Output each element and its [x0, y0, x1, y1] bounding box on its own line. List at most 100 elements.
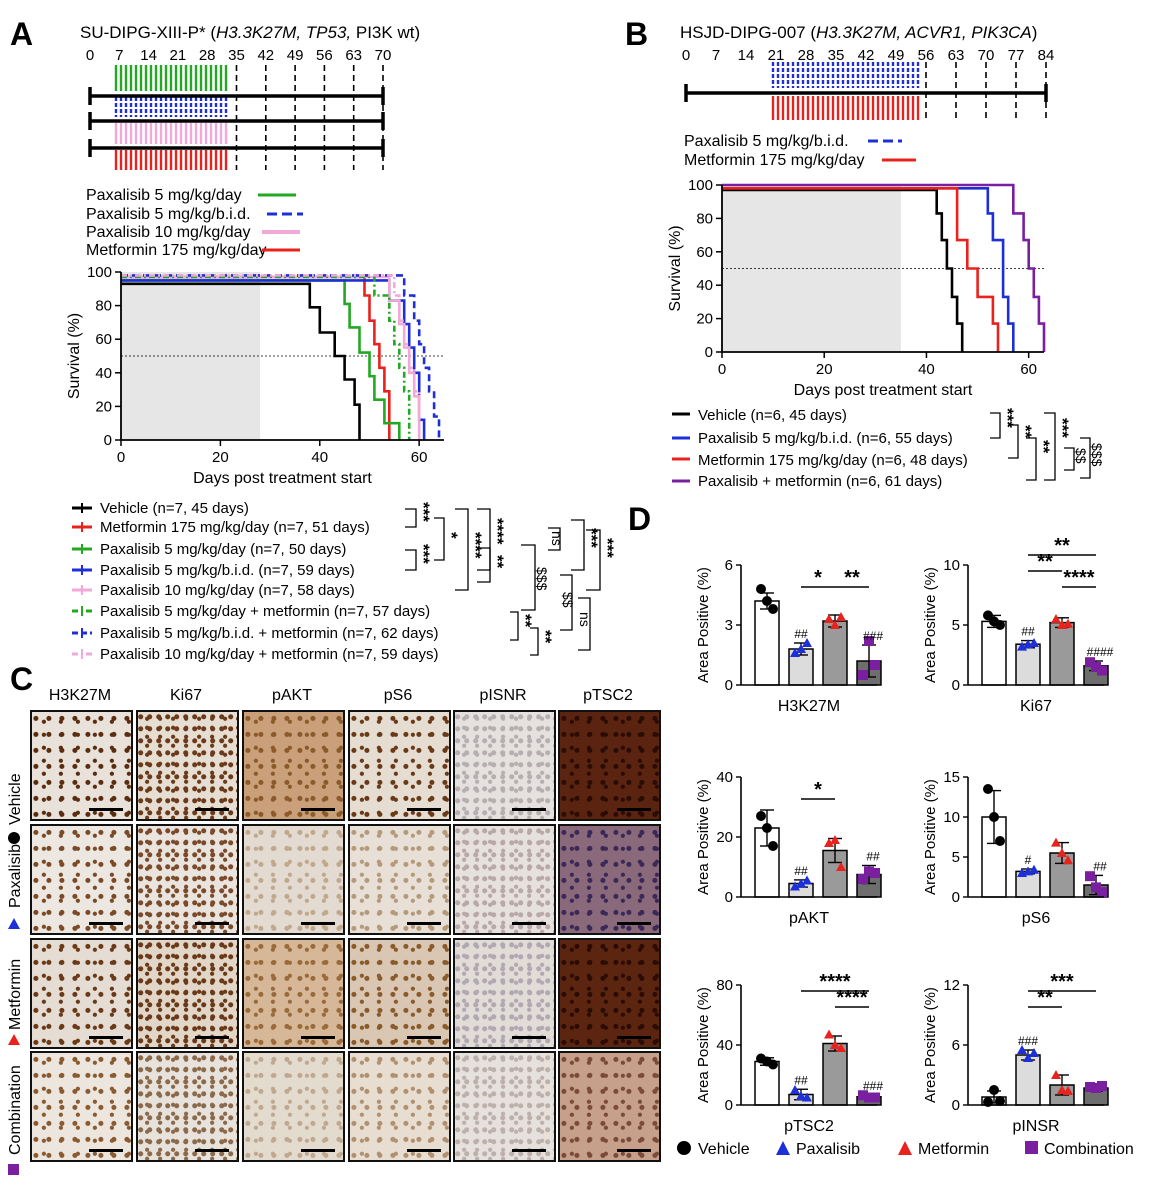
- panel-a-letter: A: [10, 16, 33, 52]
- legend-b-pax-label: Paxalisib 5 mg/kg/b.i.d.: [684, 133, 849, 150]
- bar: [1015, 1054, 1041, 1106]
- day-label: 63: [948, 47, 965, 64]
- bar: [981, 620, 1007, 686]
- sig-label: ****: [836, 987, 867, 1009]
- bar-chart-title: pINSR: [1012, 1118, 1059, 1135]
- bracket-b-4: [1044, 412, 1056, 481]
- sig-b-2: **: [1016, 425, 1035, 439]
- y-axis-label: Area Positive (%): [695, 567, 712, 683]
- sig-label: *: [814, 567, 822, 589]
- vs-vehicle-mark: ##: [794, 864, 808, 878]
- bracket-a-7: [548, 527, 561, 551]
- day-label: 56: [316, 47, 333, 64]
- group-a-2: Paxalisib 5 mg/kg/day (n=7, 50 days): [100, 541, 346, 558]
- y-tick-label: 0: [725, 889, 733, 906]
- survival-series: [121, 282, 361, 440]
- data-point: [756, 811, 766, 821]
- data-point: [858, 1090, 868, 1101]
- sig-label: ***: [1050, 971, 1074, 993]
- legend-combination-icon: [1025, 1141, 1038, 1154]
- row-label-combination: Combination: [7, 1065, 24, 1155]
- panel-b-group-legend: Vehicle (n=6, 45 days) Paxalisib 5 mg/kg…: [672, 407, 968, 490]
- legend-pax5bid-label: Paxalisib 5 mg/kg/b.i.d.: [86, 206, 251, 223]
- y-tick-label: 6: [952, 1037, 960, 1054]
- survival-series: [121, 274, 441, 440]
- sig-a-4: ****: [466, 532, 485, 559]
- data-point: [995, 620, 1005, 630]
- y-tick-label: 0: [725, 677, 733, 694]
- tile-ps6-paxalisib: [348, 824, 451, 935]
- y-tick-label: 0: [952, 677, 960, 694]
- panel-b-dose-legend: Paxalisib 5 mg/kg/b.i.d. Metformin 175 m…: [684, 133, 916, 169]
- vs-vehicle-mark: ####: [1087, 645, 1114, 659]
- data-point: [1029, 1048, 1039, 1057]
- survival-chart-a: 0 20 40 60 80 100 0 20 40 60 Days post treatment s…: [66, 264, 444, 487]
- y-tick-label: 12: [943, 977, 960, 994]
- sig-b-6: $$$: [1089, 443, 1105, 467]
- tile-pakt-combination: [242, 1051, 345, 1162]
- paxalisib-marker-icon: [8, 918, 20, 929]
- tile-h3k27m-paxalisib: [30, 824, 133, 935]
- scale-bar: [407, 922, 441, 925]
- data-point: [1085, 657, 1095, 668]
- data-point: [1029, 638, 1039, 647]
- vs-vehicle-mark: #: [1025, 853, 1032, 867]
- data-point: [1085, 1082, 1095, 1092]
- y-axis-label: Survival (%): [66, 313, 83, 399]
- bar-chart-title: pS6: [1022, 910, 1051, 927]
- data-point: [1091, 882, 1101, 893]
- data-point: [1029, 864, 1039, 874]
- panel-a-title: SU-DIPG-XIII-P* (H3.3K27M, TP53, PI3K wt…: [80, 23, 420, 42]
- y-tick-label: 0: [104, 432, 112, 449]
- sig-a-11: $$: [560, 592, 576, 608]
- data-point: [836, 1043, 846, 1052]
- bar-chart-pakt: ## ## 0 20 40 pAKT Area Positive (%) *: [695, 769, 882, 927]
- vs-vehicle-mark: ##: [1021, 625, 1035, 639]
- day-label: 7: [712, 47, 720, 64]
- data-point: [836, 862, 846, 871]
- sig-b-4: ***: [1053, 418, 1072, 438]
- vehicle-marker-icon: [8, 832, 20, 844]
- panel-c: C H3K27M Ki67 pAKT pS6 pISNR pTSC2 Vehic…: [7, 661, 633, 1175]
- bracket-a-3: [434, 517, 445, 561]
- scale-bar: [195, 808, 229, 811]
- x-axis-label: Days post treatment start: [193, 470, 372, 487]
- tile-pakt-vehicle: [242, 710, 345, 821]
- legend-d-combination: Combination: [1044, 1141, 1134, 1158]
- data-point: [1097, 887, 1107, 898]
- scale-bar: [617, 808, 651, 811]
- data-point: [824, 1029, 834, 1039]
- day-label: 0: [86, 47, 94, 64]
- survival-series: [121, 274, 421, 440]
- y-tick-label: 5: [952, 849, 960, 866]
- y-tick-label: 60: [95, 331, 112, 348]
- scale-bar: [512, 922, 546, 925]
- day-label: 84: [1038, 47, 1055, 64]
- tile-pisnr-combination: [453, 1051, 556, 1162]
- sig-b-3: **: [1034, 440, 1053, 454]
- x-tick-label: 40: [311, 449, 328, 466]
- day-label: 28: [199, 47, 216, 64]
- group-a-7: Paxalisib 10 mg/kg/day + metformin (n=7,…: [100, 646, 439, 663]
- panel-b: B HSJD-DIPG-007 (H3.3K27M, ACVR1, PIK3CA…: [625, 16, 1105, 490]
- sig-a-2: ***: [414, 544, 433, 564]
- y-tick-label: 0: [725, 1097, 733, 1114]
- bracket-a-5: [477, 508, 491, 571]
- data-point: [995, 1096, 1005, 1106]
- y-tick-label: 20: [696, 311, 713, 328]
- day-label: 56: [918, 47, 935, 64]
- y-tick-label: 10: [943, 557, 960, 574]
- data-point: [870, 868, 880, 878]
- group-b-1: Paxalisib 5 mg/kg/b.i.d. (n=6, 55 days): [698, 430, 953, 447]
- data-point: [830, 620, 840, 629]
- bar-chart-pinsr: ### 0 6 12 pINSR Area Positive (%) *****: [922, 971, 1109, 1135]
- row-label-vehicle: Vehicle: [7, 773, 24, 825]
- day-label: 49: [287, 47, 304, 64]
- col-label-ps6: pS6: [384, 687, 413, 704]
- bracket-a-4: [455, 508, 469, 591]
- sig-a-3: *: [442, 532, 461, 539]
- y-tick-label: 80: [696, 210, 713, 227]
- sig-label: ****: [819, 971, 850, 993]
- data-point: [983, 784, 993, 794]
